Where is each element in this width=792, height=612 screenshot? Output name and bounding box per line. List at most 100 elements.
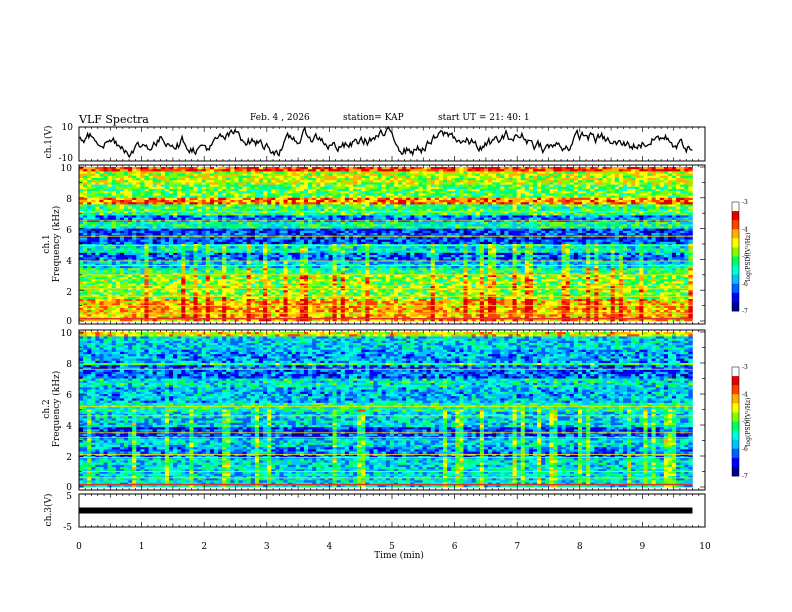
spec-cell [508, 182, 513, 185]
spec-cell [320, 193, 325, 196]
spec-cell [410, 195, 415, 199]
spec-cell [569, 171, 575, 174]
spec-cell [549, 171, 554, 174]
spec-cell [295, 175, 301, 179]
spec-cell [181, 202, 186, 205]
spec-cell [459, 208, 464, 212]
spec-cell [95, 208, 100, 212]
spec-cell [479, 180, 485, 183]
spec-cell [365, 224, 370, 227]
spec-cell [189, 217, 194, 221]
spec-cell [111, 184, 117, 188]
spec-cell [320, 224, 325, 227]
spec-cell [91, 222, 96, 225]
spec-cell [299, 200, 305, 203]
spec-cell [254, 197, 260, 201]
spec-cell [557, 206, 562, 210]
spec-cell [688, 193, 693, 196]
spec-cell [639, 237, 644, 240]
spec-cell [561, 233, 566, 236]
spec-cell [328, 215, 333, 218]
spec-cell [532, 169, 538, 172]
spec-cell [516, 211, 522, 214]
spec-cell [115, 233, 121, 236]
spec-cell [222, 167, 227, 170]
spec-cell [144, 213, 149, 216]
spec-cell [586, 237, 591, 240]
spec-cell [299, 184, 305, 188]
spec-cell [680, 193, 685, 196]
spec-cell [79, 189, 84, 192]
spec-cell [279, 195, 284, 199]
spec-cell [103, 191, 108, 194]
spec-cell [107, 237, 113, 240]
spec-cell [226, 213, 231, 216]
spec-cell [622, 169, 628, 172]
spec-cell [381, 182, 387, 185]
spec-cell [655, 228, 661, 232]
spec-cell [414, 195, 419, 199]
spec-cell [561, 175, 566, 179]
spec-cell [189, 169, 194, 172]
spec-cell [557, 213, 562, 216]
spec-cell [487, 215, 493, 218]
spec-cell [504, 193, 509, 196]
spec-cell [418, 195, 423, 199]
spec-cell [353, 228, 358, 232]
spec-cell [545, 233, 550, 236]
spec-cell [541, 182, 546, 185]
spec-cell [557, 197, 562, 201]
spec-cell [434, 215, 440, 218]
spec-cell [87, 226, 92, 229]
spec-cell [684, 206, 689, 210]
spec-cell [443, 230, 448, 234]
spec-cell [467, 237, 472, 240]
spec-cell [144, 237, 149, 240]
spec-cell [541, 169, 546, 172]
spec-cell [132, 193, 137, 196]
spec-cell [353, 180, 358, 183]
spec-cell [303, 197, 309, 201]
spec-cell [430, 233, 436, 236]
spec-cell [426, 169, 432, 172]
spec-cell [586, 215, 591, 218]
spec-cell [512, 202, 517, 205]
spec-cell [234, 171, 239, 174]
spec-cell [655, 169, 661, 172]
spec-cell [655, 180, 661, 183]
spec-cell [541, 184, 546, 188]
spec-cell [475, 215, 481, 218]
spec-cell [316, 206, 321, 210]
spec-cell [393, 208, 399, 212]
spec-cell [467, 202, 472, 205]
spec-cell [467, 222, 472, 225]
spec-cell [631, 200, 636, 203]
spec-cell [144, 191, 149, 194]
spec-cell [299, 197, 305, 201]
spec-cell [148, 200, 153, 203]
spec-cell [201, 213, 207, 216]
spec-cell [332, 233, 337, 236]
spec-cell [201, 202, 207, 205]
spec-cell [606, 215, 611, 218]
spec-cell [528, 211, 534, 214]
spec-cell [443, 206, 448, 210]
spec-cell [132, 184, 137, 188]
spec-cell [614, 224, 620, 227]
spec-cell [336, 191, 342, 194]
spec-cell [471, 184, 477, 188]
spec-cell [107, 239, 113, 243]
spec-cell [218, 204, 223, 207]
spec-cell [128, 213, 133, 216]
spec-cell [132, 182, 137, 185]
spec-cell [156, 204, 162, 207]
spec-cell [177, 224, 182, 227]
spec-cell [667, 211, 673, 214]
spec-cell [565, 211, 571, 214]
spec-cell [684, 233, 689, 236]
spec-cell [250, 204, 256, 207]
spec-cell [119, 233, 125, 236]
spec-cell [160, 239, 166, 243]
spec-cell [426, 237, 432, 240]
spec-cell [254, 202, 260, 205]
